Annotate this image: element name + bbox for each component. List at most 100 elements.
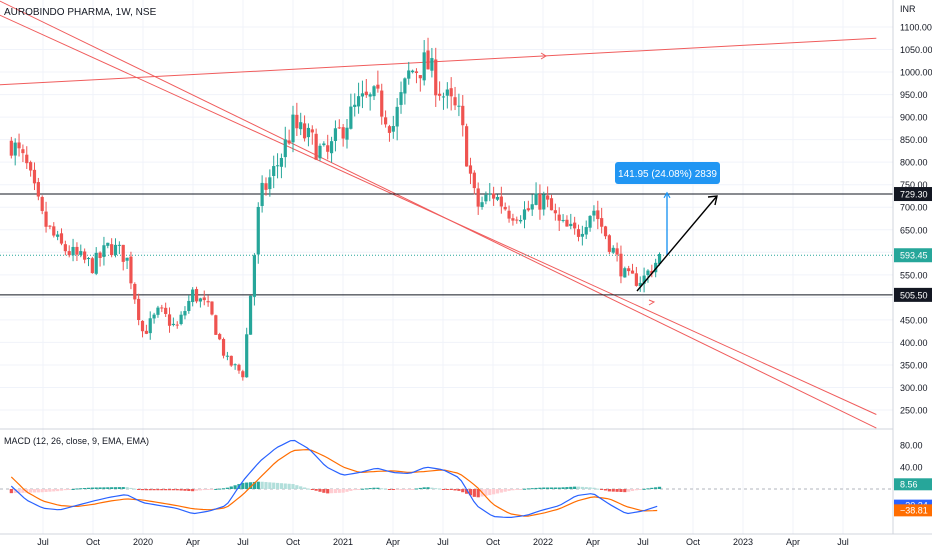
annotation-layer: 141.95 (24.08%) 2839: [615, 162, 720, 292]
macd-hist-bar-44: [179, 489, 183, 491]
candle-147: [576, 224, 581, 242]
candle-body-68: [272, 166, 276, 176]
candle-150: [588, 215, 592, 232]
price-tick-label-9: 700.00: [900, 203, 928, 213]
candle-89: [353, 93, 357, 117]
projection-arrow-line: [636, 195, 718, 292]
time-tick-label-1: Oct: [86, 537, 101, 547]
candle-body-15: [67, 251, 71, 256]
candle-90: [356, 82, 361, 114]
macd-hist-bar-42: [171, 489, 175, 491]
candle-body-71: [283, 139, 287, 158]
macd-badge-box-0: [894, 478, 932, 491]
macd-hist-bar-155: [607, 489, 611, 492]
macd-hist-bar-23: [98, 487, 102, 489]
candle-body-107: [422, 52, 426, 81]
candle-17: [75, 242, 79, 262]
macd-hist-bar-93: [368, 488, 372, 490]
candle-body-47: [191, 289, 195, 303]
candle-body-34: [140, 320, 145, 332]
candle-131: [515, 216, 519, 224]
candle-body-141: [553, 210, 557, 214]
macd-hist-bar-5: [29, 489, 33, 493]
macd-hist-bar-166: [650, 487, 654, 489]
trend-line-1: [0, 0, 877, 429]
macd-hist-bar-39: [160, 489, 164, 491]
candle-body-121: [476, 188, 480, 207]
macd-hist-bar-160: [627, 489, 631, 492]
candle-body-122: [480, 202, 484, 207]
macd-hist-bar-52: [210, 489, 214, 490]
candle-18: [79, 244, 83, 258]
candle-body-69: [275, 165, 280, 167]
candle-body-20: [86, 258, 91, 260]
candle-body-18: [79, 251, 83, 255]
macd-hist-bar-62: [248, 482, 253, 489]
price-tick-label-8: 650.00: [900, 225, 928, 235]
candle-27: [113, 238, 118, 258]
macd-hist-bar-64: [256, 481, 260, 489]
candle-9: [44, 201, 48, 233]
measure-label-text: 141.95 (24.08%) 2839: [618, 169, 717, 180]
candle-79: [314, 128, 318, 161]
candle-48: [194, 286, 199, 304]
candle-body-90: [356, 96, 361, 107]
candle-body-125: [492, 193, 496, 199]
candle-body-164: [642, 275, 646, 284]
candle-52: [210, 301, 214, 316]
candle-body-151: [592, 210, 596, 216]
macd-hist-bar-49: [198, 489, 202, 491]
candle-64: [256, 202, 260, 264]
candle-93: [368, 92, 372, 111]
time-tick-label-15: Apr: [786, 537, 800, 547]
candle-61: [245, 327, 249, 378]
macd-line: [10, 439, 658, 518]
candle-body-167: [654, 262, 658, 273]
macd-hist-bar-109: [430, 487, 434, 489]
macd-hist-bar-168: [657, 486, 662, 489]
candle-body-157: [615, 248, 619, 255]
macd-hist-bar-75: [299, 486, 303, 489]
macd-hist-bar-18: [79, 488, 83, 490]
candle-body-38: [156, 307, 160, 315]
candle-body-78: [310, 129, 314, 133]
price-tick-label-13: 900.00: [900, 113, 928, 123]
macd-hist-bar-104: [411, 489, 415, 490]
macd-hist-bar-142: [557, 487, 561, 489]
candle-80: [318, 143, 322, 162]
candle-69: [275, 153, 280, 179]
candle-105: [414, 68, 419, 84]
macd-hist-bar-26: [110, 487, 114, 489]
macd-hist-bar-16: [71, 488, 75, 490]
macd-hist-bar-94: [372, 487, 376, 489]
macd-hist-bar-131: [515, 489, 519, 490]
candle-122: [480, 196, 484, 210]
macd-hist-bar-124: [488, 489, 492, 496]
time-tick-label-8: Jul: [437, 537, 449, 547]
candle-body-53: [214, 315, 218, 335]
macd-hist-bar-56: [225, 487, 229, 489]
trend-line-2: [0, 14, 877, 415]
macd-hist-bar-118: [465, 489, 469, 494]
candle-body-94: [372, 86, 376, 97]
symbol-title: AUROBINDO PHARMA, 1W, NSE: [4, 7, 157, 18]
candle-39: [160, 304, 164, 313]
macd-hist-bar-162: [634, 489, 638, 491]
price-candles: [9, 37, 662, 381]
macd-hist-bar-76: [302, 487, 307, 489]
candle-81: [322, 141, 326, 147]
signal-line: [10, 448, 658, 517]
candle-60: [241, 369, 245, 381]
candle-66: [264, 177, 268, 196]
candle-47: [191, 287, 195, 307]
candle-body-19: [83, 251, 87, 260]
candle-body-118: [465, 126, 469, 167]
macd-hist-bar-150: [588, 487, 592, 489]
candle-body-131: [515, 219, 519, 221]
time-tick-label-4: Jul: [237, 537, 249, 547]
candle-body-83: [329, 141, 334, 154]
candle-body-24: [102, 245, 106, 257]
candle-body-61: [245, 334, 249, 378]
candle-29: [121, 244, 125, 271]
